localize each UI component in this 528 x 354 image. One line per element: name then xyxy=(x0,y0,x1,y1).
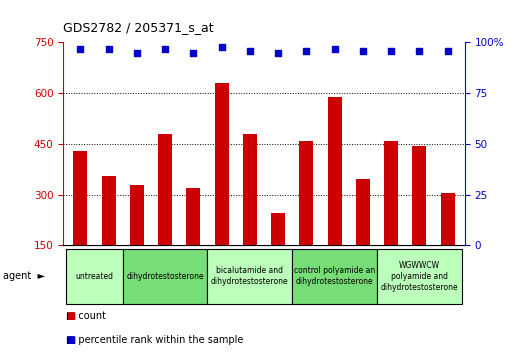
Bar xyxy=(293,249,377,304)
Point xyxy=(274,50,282,56)
Point xyxy=(76,46,84,51)
Point xyxy=(189,50,197,56)
Bar xyxy=(384,141,398,296)
Bar xyxy=(66,249,122,304)
Point xyxy=(444,48,452,53)
Bar xyxy=(186,188,201,296)
Bar xyxy=(377,249,462,304)
Bar xyxy=(130,184,144,296)
Text: ■: ■ xyxy=(66,335,76,345)
Text: ■ percentile rank within the sample: ■ percentile rank within the sample xyxy=(66,335,243,345)
Text: dihydrotestosterone: dihydrotestosterone xyxy=(126,272,204,281)
Bar xyxy=(101,176,116,296)
Bar xyxy=(73,151,87,296)
Point xyxy=(246,48,254,53)
Text: WGWWCW
polyamide and
dihydrotestosterone: WGWWCW polyamide and dihydrotestosterone xyxy=(381,261,458,292)
Point xyxy=(359,48,367,53)
Text: ■ count: ■ count xyxy=(66,310,106,321)
Point xyxy=(133,50,141,56)
Bar xyxy=(441,193,455,296)
Point xyxy=(161,46,169,51)
Text: bicalutamide and
dihydrotestosterone: bicalutamide and dihydrotestosterone xyxy=(211,266,289,286)
Bar xyxy=(271,213,285,296)
Bar xyxy=(356,179,370,296)
Point xyxy=(387,48,395,53)
Bar xyxy=(158,134,172,296)
Text: control polyamide an
dihydrotestosterone: control polyamide an dihydrotestosterone xyxy=(294,266,375,286)
Point xyxy=(415,48,423,53)
Point xyxy=(331,46,339,51)
Point xyxy=(302,48,310,53)
Bar xyxy=(412,145,427,296)
Point xyxy=(105,46,113,51)
Bar xyxy=(327,97,342,296)
Point xyxy=(218,44,226,49)
Text: agent  ►: agent ► xyxy=(3,271,45,281)
Text: ■: ■ xyxy=(66,310,76,321)
Text: untreated: untreated xyxy=(76,272,114,281)
Bar xyxy=(122,249,208,304)
Bar xyxy=(243,134,257,296)
Bar xyxy=(299,141,314,296)
Bar xyxy=(208,249,293,304)
Text: GDS2782 / 205371_s_at: GDS2782 / 205371_s_at xyxy=(63,21,214,34)
Bar xyxy=(214,83,229,296)
